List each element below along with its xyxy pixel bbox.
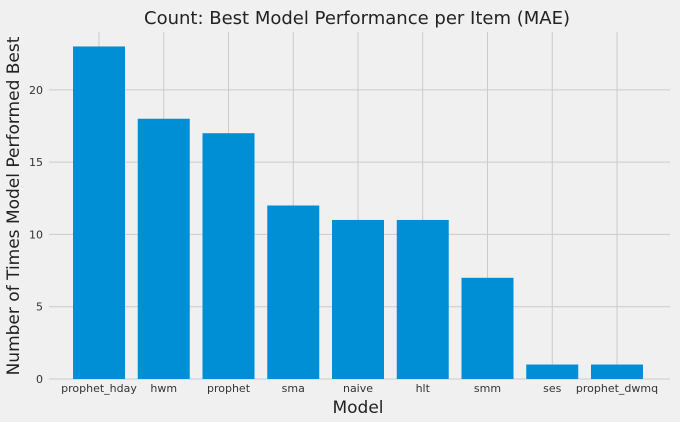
x-tick-label: smm	[474, 382, 501, 395]
bar-hlt	[396, 219, 449, 379]
y-tick-label: 20	[29, 84, 43, 97]
x-tick-label: ses	[543, 382, 561, 395]
x-tick-labels: prophet_hday hwm prophet sma naive hlt smm ses p…	[61, 382, 658, 395]
y-tick-label: 5	[36, 301, 43, 314]
x-tick-label: prophet_hday	[61, 382, 137, 395]
y-tick-label: 10	[29, 228, 43, 241]
x-tick-label: naive	[343, 382, 373, 395]
x-tick-label: prophet	[207, 382, 251, 395]
x-tick-label: sma	[282, 382, 305, 395]
bars	[73, 46, 643, 379]
bar-smm	[461, 277, 514, 379]
x-tick-label: hwm	[150, 382, 177, 395]
bar-naive	[332, 219, 384, 379]
bar-prophet-dwmq	[591, 364, 643, 379]
y-axis-label: Number of Times Model Performed Best	[4, 36, 24, 375]
bar-ses	[526, 364, 579, 379]
x-axis-label: Model	[332, 398, 383, 418]
y-tick-label: 0	[36, 373, 43, 386]
bar-sma	[267, 205, 320, 379]
bar-prophet-hday	[73, 46, 125, 379]
bar-hwm	[137, 118, 190, 379]
x-tick-label: prophet_dwmq	[576, 382, 658, 395]
y-tick-labels: 0 5 10 15 20	[29, 84, 43, 386]
y-tick-label: 15	[29, 156, 43, 169]
bar-prophet	[202, 133, 255, 379]
chart-title: Count: Best Model Performance per Item (…	[144, 8, 570, 29]
x-tick-label: hlt	[416, 382, 431, 395]
